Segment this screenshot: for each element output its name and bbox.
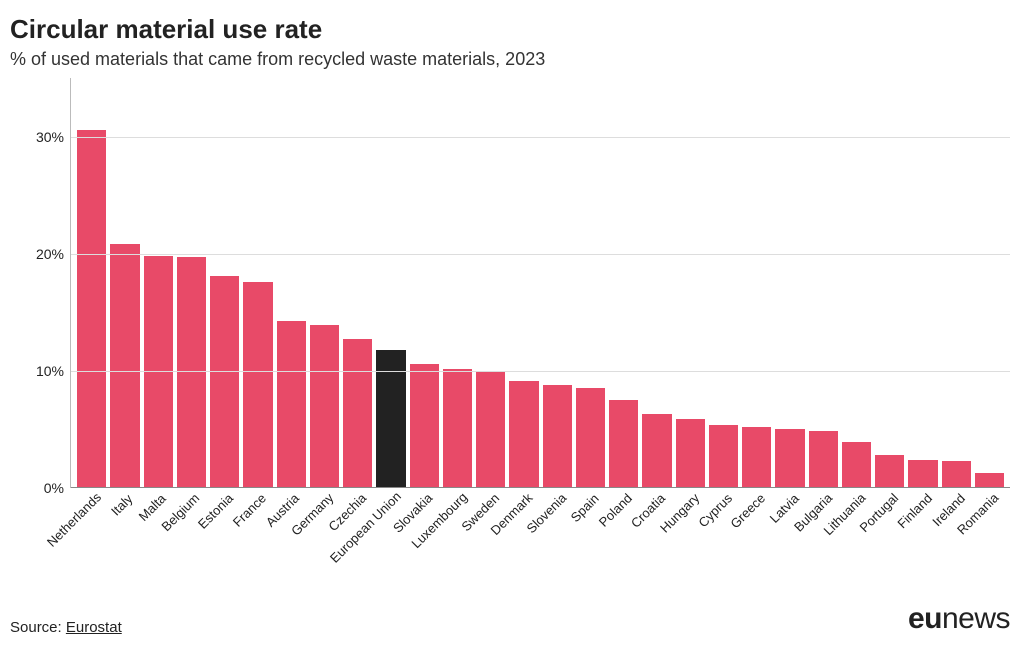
bar <box>875 455 904 488</box>
bar-slot <box>443 78 472 488</box>
y-tick-label: 30% <box>36 129 64 145</box>
bar-slot <box>576 78 605 488</box>
bar <box>842 442 871 488</box>
bar-slot <box>343 78 372 488</box>
plot-area <box>70 78 1010 488</box>
bar-slot <box>476 78 505 488</box>
x-label-slot: Slovenia <box>542 488 571 568</box>
bar <box>975 473 1004 488</box>
bar <box>77 130 106 488</box>
x-label-slot: France <box>242 488 271 568</box>
bar-slot <box>875 78 904 488</box>
bar <box>642 414 671 488</box>
grid-line <box>71 254 1010 255</box>
brand-news: news <box>942 602 1010 635</box>
bar <box>908 460 937 488</box>
bar <box>476 372 505 488</box>
bar <box>709 425 738 488</box>
y-tick-label: 10% <box>36 363 64 379</box>
bar <box>410 364 439 488</box>
brand-logo: eunews <box>908 602 1010 636</box>
bar-slot <box>509 78 538 488</box>
x-label-slot: Italy <box>109 488 138 568</box>
x-tick-label: Italy <box>108 491 135 518</box>
bar-slot <box>310 78 339 488</box>
bar-slot <box>144 78 173 488</box>
bar-slot <box>243 78 272 488</box>
bar-slot <box>210 78 239 488</box>
bar <box>243 282 272 488</box>
y-tick-label: 20% <box>36 246 64 262</box>
chart-footer: Source: Eurostat eunews <box>10 606 1010 636</box>
bar <box>310 325 339 488</box>
chart-title: Circular material use rate <box>10 14 1010 45</box>
y-tick-label: 0% <box>44 480 64 496</box>
bar-slot <box>376 78 405 488</box>
x-axis-labels: NetherlandsItalyMaltaBelgiumEstoniaFranc… <box>76 488 1004 568</box>
grid-line <box>71 371 1010 372</box>
bar-slot <box>676 78 705 488</box>
bar-slot <box>177 78 206 488</box>
bar <box>942 461 971 488</box>
chart-container: Circular material use rate % of used mat… <box>0 0 1020 650</box>
bar <box>576 388 605 488</box>
source-link[interactable]: Eurostat <box>66 619 122 636</box>
x-label-slot: Greece <box>742 488 771 568</box>
bars-group <box>77 78 1004 488</box>
source-prefix: Source: <box>10 619 66 636</box>
bar-slot <box>110 78 139 488</box>
bar <box>343 339 372 488</box>
bar-slot <box>908 78 937 488</box>
chart-subtitle: % of used materials that came from recyc… <box>10 49 1010 70</box>
bar-slot <box>609 78 638 488</box>
source-text: Source: Eurostat <box>10 619 122 636</box>
bar <box>277 321 306 489</box>
bar-slot <box>77 78 106 488</box>
bar <box>509 381 538 488</box>
x-label-slot: Netherlands <box>76 488 105 568</box>
x-label-slot: Estonia <box>209 488 238 568</box>
brand-eu: eu <box>908 602 942 635</box>
bar-slot <box>742 78 771 488</box>
x-label-slot: Spain <box>575 488 604 568</box>
bar-slot <box>942 78 971 488</box>
bar <box>775 429 804 488</box>
bar-slot <box>809 78 838 488</box>
bar-slot <box>842 78 871 488</box>
bar <box>543 385 572 488</box>
bar <box>809 431 838 488</box>
bar <box>742 427 771 488</box>
x-label-slot: Portugal <box>875 488 904 568</box>
bar <box>177 257 206 488</box>
x-label-slot: Romania <box>975 488 1004 568</box>
bar-slot <box>709 78 738 488</box>
chart-region: 0% 10% 20% 30% NetherlandsItalyMaltaBelgium… <box>10 78 1010 568</box>
bar-slot <box>775 78 804 488</box>
x-label-slot: Cyprus <box>708 488 737 568</box>
bar-slot <box>410 78 439 488</box>
bar <box>110 244 139 488</box>
x-label-slot: Belgium <box>176 488 205 568</box>
bar <box>676 419 705 488</box>
y-axis: 0% 10% 20% 30% <box>10 78 70 568</box>
bar-slot <box>543 78 572 488</box>
bar-slot <box>975 78 1004 488</box>
x-label-slot: Poland <box>609 488 638 568</box>
bar <box>144 256 173 488</box>
bar <box>443 369 472 488</box>
x-label-slot: Hungary <box>675 488 704 568</box>
bar-slot <box>642 78 671 488</box>
bar <box>609 400 638 488</box>
grid-line <box>71 137 1010 138</box>
bar <box>210 276 239 488</box>
x-label-slot: Finland <box>908 488 937 568</box>
bar-slot <box>277 78 306 488</box>
